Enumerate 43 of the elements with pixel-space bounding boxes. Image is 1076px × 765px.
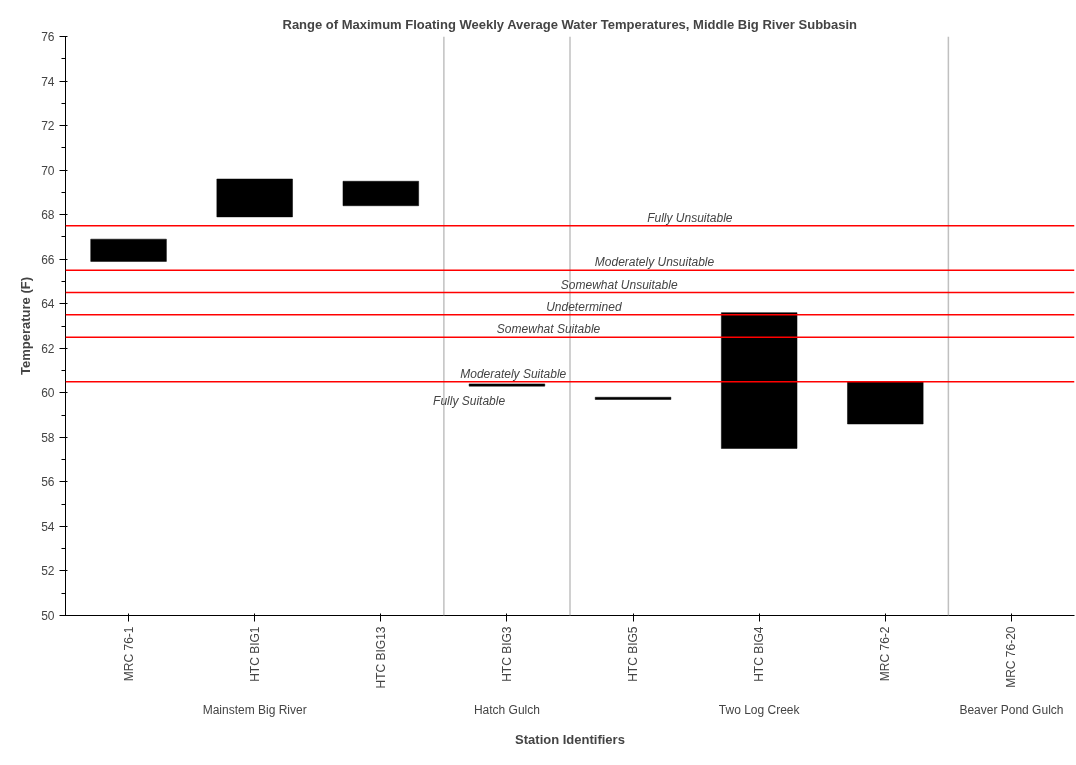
y-tick-label: 64 [41,297,55,312]
y-tick-label: 60 [41,386,55,401]
x-tick-label: MRC 76-1 [121,626,136,682]
ref-line-label: Moderately Unsuitable [594,255,715,270]
bar [468,383,546,387]
ref-line-label: Somewhat Suitable [496,322,601,337]
y-tick-label: 74 [41,74,55,89]
x-axis-title: Station Identifiers [515,731,625,747]
ref-line-label: Undetermined [546,299,622,314]
x-tick-label: MRC 76-2 [878,626,893,682]
y-tick-label: 56 [41,475,55,490]
y-tick-label: 58 [41,430,55,445]
text: Two Log Creek [718,702,801,717]
y-axis-title: Temperature (F) [18,277,34,375]
x-tick-label: HTC BIG5 [626,626,641,682]
text: Beaver Pond Gulch [959,702,1064,717]
x-tick-label: MRC 76-20 [1004,626,1019,688]
y-tick-label: 50 [41,609,55,623]
y-tick-label: 70 [41,163,55,178]
chart-title: Range of Maximum Floating Weekly Average Water Temperatures, Middle Big River Subbasin [282,16,858,32]
bar [342,181,419,206]
bar [721,312,798,449]
ref-line-label: Fully Unsuitable [647,210,733,225]
text: Mainstem Big River [202,702,307,717]
y-tick-label: 62 [41,341,55,356]
x-tick-label: HTC BIG4 [752,626,767,682]
y-tick-label: 68 [41,208,55,223]
x-tick-label: HTC BIG1 [247,626,262,682]
y-tick-label: 52 [41,564,55,579]
y-tick-label: 54 [41,519,55,534]
y-tick-label: 66 [41,252,55,267]
x-tick-label: HTC BIG3 [499,626,514,682]
y-tick-label: 72 [41,119,55,134]
ref-line-label: Somewhat Unsuitable [560,277,678,292]
x-tick-label: HTC BIG13 [373,626,388,689]
bar [594,397,672,400]
bar [90,238,167,262]
y-tick-label: 76 [41,30,55,44]
annotation: Fully Suitable [433,394,506,409]
ref-line-label: Moderately Suitable [460,366,567,381]
bar [216,178,293,218]
bar [847,381,924,425]
text: Hatch Gulch [473,702,540,717]
